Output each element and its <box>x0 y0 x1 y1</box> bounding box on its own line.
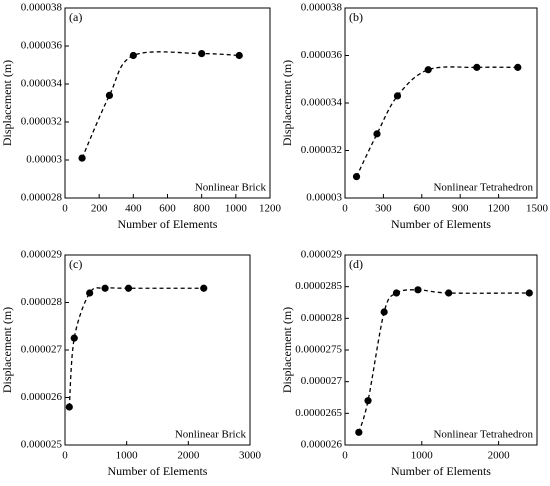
data-point <box>445 289 453 297</box>
data-point <box>200 284 208 292</box>
y-tick-label: 0.000036 <box>301 49 343 61</box>
data-point <box>392 289 401 297</box>
y-tick-label: 0.000026 <box>21 391 63 403</box>
data-point <box>373 130 381 138</box>
x-tick-label: 2000 <box>488 450 511 462</box>
y-tick-label: 0.000034 <box>21 78 63 90</box>
panel-label: (b) <box>349 10 363 24</box>
annotation: Nonlinear Brick <box>195 182 267 194</box>
x-tick-label: 2000 <box>177 450 200 462</box>
data-point <box>380 308 388 316</box>
panel-label: (a) <box>69 10 82 24</box>
data-point <box>364 397 372 405</box>
y-tick-label: 0.0000275 <box>295 344 342 356</box>
x-tick-label: 600 <box>159 203 176 215</box>
data-point <box>414 286 422 294</box>
data-point <box>352 173 361 181</box>
x-tick-label: 1500 <box>526 203 549 215</box>
y-tick-label: 0.0000265 <box>295 407 342 419</box>
y-tick-label: 0.000038 <box>21 2 63 14</box>
y-axis-label: Displacement (m) <box>0 307 14 393</box>
plot-frame <box>344 7 538 199</box>
y-tick-label: 0.000034 <box>301 97 343 109</box>
y-tick-label: 0.000038 <box>301 2 343 14</box>
data-point <box>424 66 432 74</box>
data-point <box>124 284 133 292</box>
plot-frame <box>64 254 251 446</box>
y-tick-label: 0.000028 <box>21 192 63 204</box>
fit-curve <box>355 66 518 177</box>
panel-label: (d) <box>349 257 363 271</box>
x-tick-label: 0 <box>62 450 68 462</box>
y-tick-label: 0.000032 <box>21 116 62 128</box>
fit-curve <box>81 51 240 159</box>
y-tick-label: 0.00003 <box>306 192 342 204</box>
data-point <box>70 334 78 342</box>
y-tick-label: 0.000036 <box>21 40 63 52</box>
data-point <box>101 284 109 292</box>
y-tick-label: 0.000027 <box>301 375 343 387</box>
y-tick-label: 0.0000285 <box>295 280 342 292</box>
x-tick-label: 200 <box>91 203 108 215</box>
x-tick-label: 1000 <box>116 450 139 462</box>
y-axis-label: Displacement (m) <box>280 307 294 393</box>
y-tick-label: 0.000028 <box>21 296 63 308</box>
data-point <box>78 154 86 162</box>
plot-frame <box>64 7 271 199</box>
data-point <box>525 289 533 297</box>
data-point <box>473 63 481 71</box>
x-tick-label: 800 <box>193 203 210 215</box>
x-tick-label: 1000 <box>225 203 248 215</box>
data-point <box>86 289 94 297</box>
x-tick-label: 0 <box>342 450 348 462</box>
x-tick-label: 1200 <box>488 203 511 215</box>
y-tick-label: 0.000026 <box>301 439 343 451</box>
x-axis-label: Number of Elements <box>108 464 208 478</box>
x-tick-label: 0 <box>62 203 68 215</box>
data-point <box>105 91 114 99</box>
panel-label: (c) <box>69 257 82 271</box>
x-tick-label: 400 <box>125 203 142 215</box>
data-point <box>65 403 73 411</box>
x-tick-label: 900 <box>452 203 469 215</box>
y-tick-label: 0.000029 <box>301 249 343 261</box>
y-tick-label: 0.000027 <box>21 344 63 356</box>
x-tick-label: 0 <box>342 203 348 215</box>
x-axis-label: Number of Elements <box>118 217 218 231</box>
y-tick-label: 0.000025 <box>21 439 63 451</box>
y-tick-label: 0.000032 <box>301 144 342 156</box>
y-tick-label: 0.000029 <box>21 249 63 261</box>
annotation: Nonlinear Brick <box>175 429 247 441</box>
annotation: Nonlinear Tetrahedron <box>433 429 533 441</box>
x-axis-label: Number of Elements <box>391 217 491 231</box>
fit-curve <box>68 287 204 408</box>
x-tick-label: 1200 <box>259 203 282 215</box>
x-axis-label: Number of Elements <box>391 464 491 478</box>
data-point <box>198 50 206 58</box>
x-tick-label: 1000 <box>411 450 434 462</box>
data-point <box>514 63 522 71</box>
y-axis-label: Displacement (m) <box>0 60 14 146</box>
data-point <box>355 428 363 436</box>
data-point <box>393 92 402 100</box>
y-tick-label: 0.000028 <box>301 312 343 324</box>
x-tick-label: 300 <box>375 203 392 215</box>
annotation: Nonlinear Tetrahedron <box>433 182 533 194</box>
x-tick-label: 3000 <box>239 450 262 462</box>
y-tick-label: 0.00003 <box>26 154 62 166</box>
x-tick-label: 600 <box>414 203 431 215</box>
y-axis-label: Displacement (m) <box>280 60 294 146</box>
plot-frame <box>344 254 538 446</box>
data-point <box>235 51 243 60</box>
data-point <box>129 51 137 60</box>
